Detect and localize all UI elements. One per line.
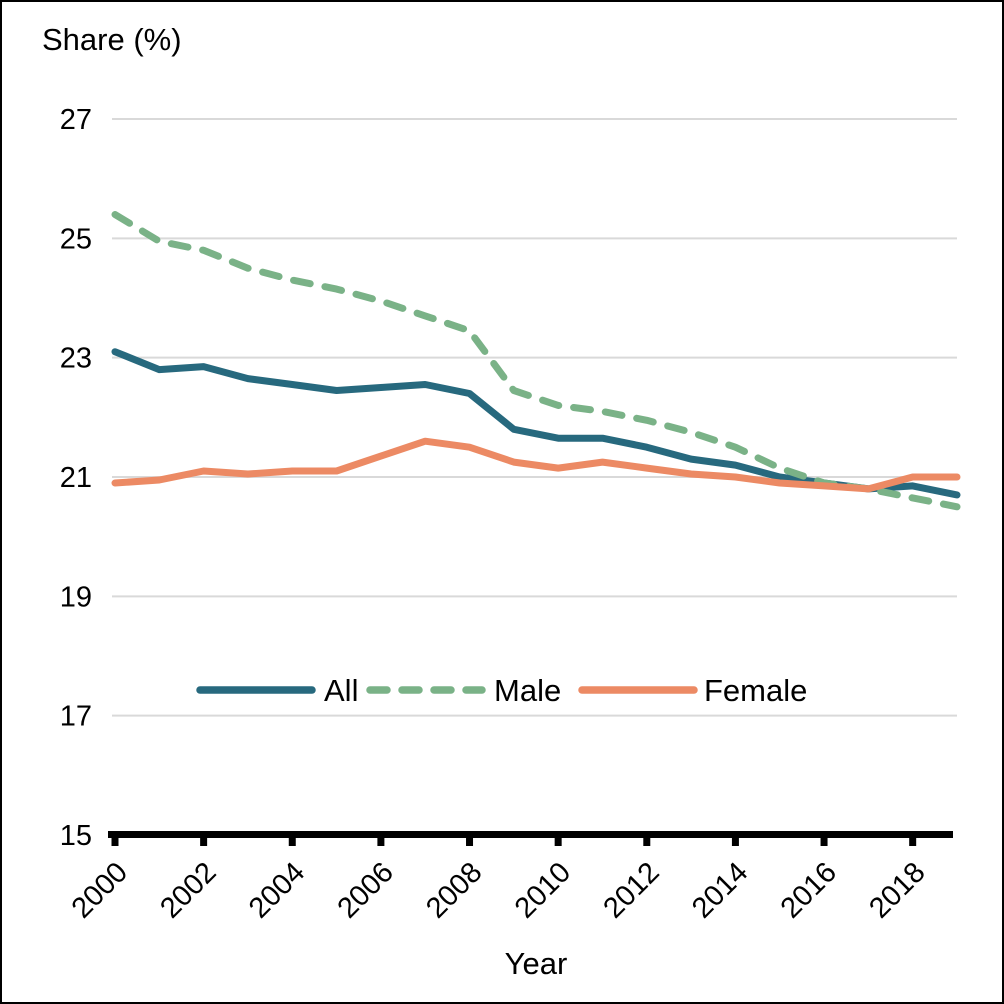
x-tick-label: 2002	[154, 856, 222, 924]
y-tick-label: 23	[60, 343, 92, 375]
x-tick-label: 2012	[597, 856, 665, 924]
y-tick-label: 17	[60, 701, 92, 733]
x-axis-tick	[643, 833, 651, 846]
x-axis-tick	[466, 833, 474, 846]
x-axis-tick	[288, 833, 296, 846]
legend-label-male: Male	[494, 673, 561, 708]
y-tick-label: 27	[60, 104, 92, 136]
x-tick-label: 2004	[243, 856, 311, 924]
x-tick-label: 2010	[509, 856, 577, 924]
y-tick-label: 25	[60, 223, 92, 255]
y-tick-label: 21	[60, 462, 92, 494]
x-axis-tick	[909, 833, 917, 846]
legend-label-female: Female	[704, 673, 807, 708]
y-tick-label: 19	[60, 581, 92, 613]
y-axis-title: Share (%)	[42, 22, 182, 57]
y-tick-label: 15	[60, 820, 92, 852]
x-axis-tick	[731, 833, 739, 846]
legend-label-all: All	[324, 673, 358, 708]
x-tick-label: 2006	[332, 856, 400, 924]
x-tick-label: 2018	[863, 856, 931, 924]
x-axis-title: Year	[504, 946, 568, 981]
x-tick-label: 2016	[775, 856, 843, 924]
x-axis-tick	[111, 833, 119, 846]
x-axis-line	[108, 831, 953, 838]
x-axis-tick	[820, 833, 828, 846]
x-tick-label: 2008	[420, 856, 488, 924]
x-axis-tick	[554, 833, 562, 846]
series-line-female	[111, 437, 961, 493]
x-tick-label: 2000	[66, 856, 134, 924]
x-axis-tick	[377, 833, 385, 846]
series-line-male	[111, 211, 961, 511]
x-axis-tick	[200, 833, 208, 846]
x-tick-label: 2014	[686, 856, 754, 924]
